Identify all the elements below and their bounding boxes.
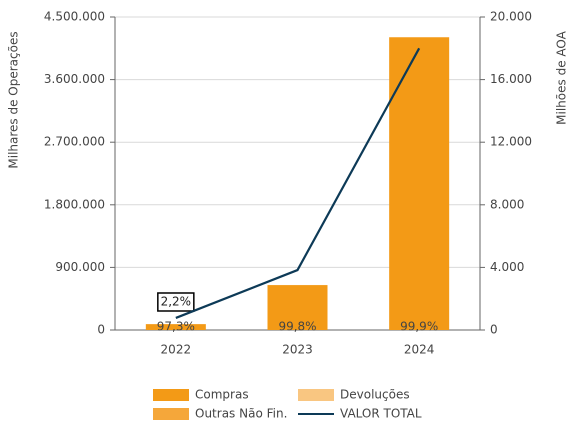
y-tick-label: 3.600.000 xyxy=(44,72,105,86)
y-tick-label: 0 xyxy=(97,323,105,337)
x-tick-label: 2023 xyxy=(282,343,313,357)
y2-tick-label: 0 xyxy=(490,323,498,337)
bar-segment xyxy=(267,285,328,330)
bar-label: 2,2% xyxy=(161,294,192,308)
bar-segment xyxy=(389,37,450,331)
y-tick-label: 4.500.000 xyxy=(44,10,105,24)
legend-swatch xyxy=(153,389,189,401)
y-tick-label: 2.700.000 xyxy=(44,135,105,149)
y2-axis-title: Milhões de AOA xyxy=(555,30,569,124)
x-tick-label: 2024 xyxy=(404,343,435,357)
legend-label: Devoluções xyxy=(340,388,410,402)
y2-tick-label: 8.000 xyxy=(490,197,524,211)
bar-segment xyxy=(145,324,206,330)
y-tick-label: 900.000 xyxy=(55,260,105,274)
y-tick-label: 1.800.000 xyxy=(44,197,105,211)
y2-tick-label: 12.000 xyxy=(490,135,532,149)
legend-swatch xyxy=(153,408,189,420)
x-tick-label: 2022 xyxy=(161,343,192,357)
legend-swatch xyxy=(298,389,334,401)
y2-tick-label: 4.000 xyxy=(490,260,524,274)
legend-label: Compras xyxy=(195,388,249,402)
legend-label: VALOR TOTAL xyxy=(340,407,422,421)
bar-label: 99,8% xyxy=(278,320,316,334)
y2-tick-label: 16.000 xyxy=(490,72,532,86)
y-axis-title: Milhares de Operações xyxy=(7,31,21,168)
bar-label: 99,9% xyxy=(400,320,438,334)
line xyxy=(175,47,421,319)
bar-label: 97,3% xyxy=(157,320,195,334)
label-box xyxy=(157,292,195,312)
y2-tick-label: 20.000 xyxy=(490,10,532,24)
legend-label: Outras Não Fin. xyxy=(195,407,287,421)
